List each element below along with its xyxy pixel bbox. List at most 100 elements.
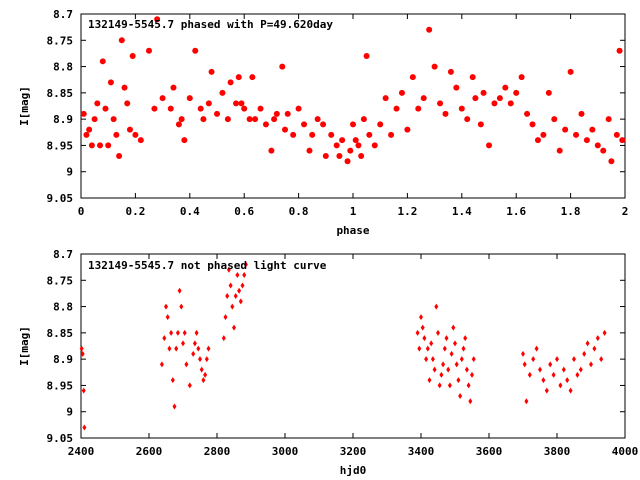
unphased-data-point (204, 356, 209, 363)
phased-data-point (295, 105, 302, 112)
phased-data-point (350, 121, 356, 128)
unphased-data-point (425, 345, 430, 352)
unphased-data-point (453, 340, 457, 347)
unphased-data-point (441, 361, 446, 368)
unphased-data-point (558, 382, 563, 389)
unphased-data-point (242, 272, 247, 279)
unphased-data-point (179, 303, 184, 310)
unphased-x-tick-label: 4000 (612, 445, 639, 458)
unphased-data-point (191, 350, 196, 357)
unphased-data-point (454, 361, 459, 368)
phased-data-point (377, 121, 384, 128)
unphased-data-point (199, 366, 204, 373)
phased-data-point (279, 63, 286, 70)
unphased-data-point (534, 345, 539, 352)
phased-data-point (151, 105, 158, 112)
phased-y-tick-label: 8.9 (53, 113, 73, 126)
phased-x-tick-label: 0.6 (234, 205, 254, 218)
phased-data-point (404, 126, 411, 133)
unphased-data-point (228, 282, 233, 289)
phased-data-point (233, 100, 240, 107)
phased-data-point (252, 116, 259, 123)
phased-y-tick-label: 9 (66, 166, 73, 179)
phased-data-point (594, 142, 601, 149)
unphased-data-point (196, 345, 201, 352)
unphased-data-point (243, 261, 248, 268)
phased-data-point (110, 116, 117, 123)
phased-x-tick-label: 1.6 (506, 205, 526, 218)
unphased-data-point (568, 387, 573, 394)
phased-data-point (200, 116, 207, 123)
unphased-data-point (565, 377, 570, 384)
phased-data-point (529, 121, 536, 128)
phased-data-point (556, 147, 563, 154)
phased-data-point (513, 89, 520, 96)
phased-data-point (271, 116, 278, 123)
phased-data-point (238, 100, 245, 107)
phased-data-point (589, 126, 596, 133)
phased-data-point (507, 100, 514, 107)
phased-data-point (480, 89, 487, 96)
unphased-data-point (582, 350, 587, 357)
unphased-data-point (575, 371, 580, 378)
phased-data-point (426, 26, 433, 33)
phased-data-point (567, 68, 574, 75)
unphased-data-point (468, 398, 473, 405)
phased-data-point (91, 116, 98, 123)
unphased-x-tick-label: 2600 (136, 445, 163, 458)
unphased-data-point (223, 314, 228, 321)
phased-data-point (205, 100, 212, 107)
unphased-data-point (417, 345, 422, 352)
unphased-data-point (436, 329, 440, 336)
unphased-data-point (238, 298, 243, 305)
phased-data-point (328, 131, 335, 138)
unphased-data-point (541, 377, 546, 384)
phased-data-point (398, 89, 405, 96)
phased-data-point (268, 147, 275, 154)
phased-data-point (83, 131, 90, 138)
phased-data-point (102, 105, 109, 112)
phased-data-point (347, 147, 354, 154)
unphased-data-point (419, 314, 423, 321)
unphased-data-point (430, 356, 435, 363)
phased-y-tick-label: 8.8 (53, 61, 73, 74)
unphased-data-point (437, 382, 442, 389)
phased-data-point (600, 147, 607, 154)
unphased-y-tick-label: 9.05 (47, 432, 74, 445)
unphased-data-point (592, 345, 597, 352)
phased-data-point (249, 74, 256, 81)
unphased-x-tick-label: 3600 (476, 445, 503, 458)
phased-data-point (573, 131, 580, 138)
unphased-data-point (81, 387, 86, 394)
phased-plot-title: 132149-5545.7 phased with P=49.620day (88, 18, 333, 31)
unphased-data-point (235, 272, 240, 279)
unphased-data-point (201, 377, 206, 384)
phased-data-point (578, 110, 585, 117)
unphased-data-point (471, 356, 476, 363)
phased-x-tick-label: 0.4 (180, 205, 200, 218)
phased-data-point (197, 105, 204, 112)
phased-data-point (208, 68, 215, 75)
unphased-data-point (237, 287, 242, 294)
phased-data-point (170, 84, 177, 91)
phased-data-point (415, 105, 422, 112)
phased-data-point (336, 152, 343, 159)
unphased-data-point (595, 335, 600, 342)
phased-data-point (360, 116, 367, 123)
phased-data-point (227, 79, 234, 86)
unphased-data-point (167, 345, 172, 352)
unphased-data-point (470, 371, 474, 378)
unphased-y-axis-label: I[mag] (18, 326, 31, 366)
phased-data-point (290, 131, 297, 138)
unphased-data-point (585, 340, 590, 347)
unphased-data-point (427, 377, 432, 384)
unphased-data-point (82, 424, 87, 431)
unphased-data-point (466, 382, 471, 389)
unphased-data-point (422, 335, 427, 342)
phased-data-point (181, 137, 188, 144)
unphased-y-tick-label: 8.85 (47, 327, 74, 340)
phased-x-tick-label: 1.8 (561, 205, 581, 218)
phased-data-point (339, 137, 346, 144)
